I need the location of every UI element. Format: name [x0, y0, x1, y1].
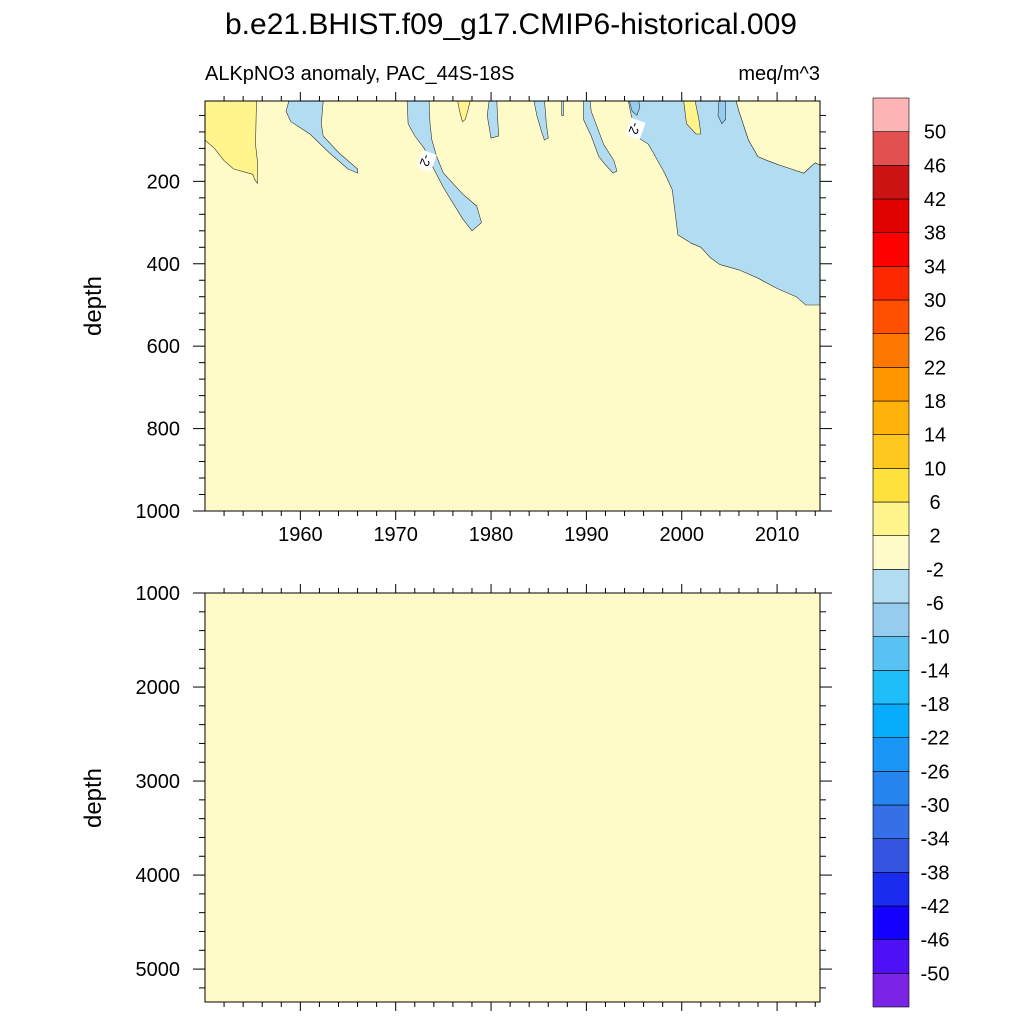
colorbar-label-2: -42 [921, 896, 950, 918]
colorbar-swatch-8 [872, 703, 910, 738]
colorbar-label-22: 38 [924, 223, 946, 245]
upper-y-tick-label-200: 200 [147, 171, 180, 193]
upper-y-tick-label-800: 800 [147, 419, 180, 441]
colorbar-label-8: -18 [921, 694, 950, 716]
upper-contour-region-4 [486, 101, 500, 139]
colorbar-label-16: 14 [924, 425, 946, 447]
colorbar-label-7: -22 [921, 728, 950, 750]
upper-x-tick-label-1960: 1960 [278, 524, 323, 546]
colorbar-swatch-19 [872, 333, 910, 368]
colorbar-label-13: 2 [929, 526, 940, 548]
colorbar-swatch-17 [872, 400, 910, 435]
colorbar-label-5: -30 [921, 795, 950, 817]
colorbar-swatch-26 [872, 97, 910, 132]
upper-contour-region-5 [533, 101, 549, 141]
colorbar-swatch-10 [872, 636, 910, 671]
colorbar-label-24: 46 [924, 155, 946, 177]
right-subtitle: meq/m^3 [738, 63, 820, 85]
lower-plot-frame [204, 592, 821, 1003]
colorbar-swatch-21 [872, 266, 910, 301]
upper-contour-region-0 [205, 101, 258, 185]
upper-y-tick-label-600: 600 [147, 336, 180, 358]
colorbar-label-9: -14 [921, 660, 950, 682]
colorbar-label-4: -34 [921, 829, 950, 851]
upper-plot-frame [204, 100, 821, 512]
colorbar-swatch-2 [872, 905, 910, 940]
upper-y-axis-label: depth [80, 276, 107, 336]
colorbar-label-18: 22 [924, 357, 946, 379]
upper-contour-region-6 [561, 101, 564, 116]
colorbar-swatch-3 [872, 872, 910, 907]
colorbar-swatch-0 [872, 973, 910, 1008]
colorbar-swatch-13 [872, 535, 910, 570]
upper-contour-region-11 [717, 101, 726, 125]
colorbar-label-17: 18 [924, 391, 946, 413]
colorbar-label-15: 10 [924, 458, 946, 480]
colorbar-swatch-14 [872, 501, 910, 536]
upper-panel: -2 -2 1960 1970 1980 1990 2000 2010 200 400 600 800… [136, 92, 832, 546]
colorbar-label-6: -26 [921, 761, 950, 783]
colorbar-swatch-22 [872, 232, 910, 267]
colorbar-swatch-25 [872, 131, 910, 166]
colorbar-label-1: -46 [921, 930, 950, 952]
colorbar-swatch-5 [872, 804, 910, 839]
upper-contour-region-12 [735, 101, 820, 174]
upper-contour-region-7 [583, 101, 618, 174]
svg-text:-2: -2 [626, 120, 644, 136]
colorbar-swatch-1 [872, 939, 910, 974]
upper-contour-label-1: -2 [625, 117, 646, 140]
colorbar-label-20: 30 [924, 290, 946, 312]
lower-field-background [205, 593, 820, 1002]
colorbar-swatch-4 [872, 838, 910, 873]
lower-panel: 1000 2000 3000 4000 5000 [136, 583, 832, 1011]
figure-title: b.e21.BHIST.f09_g17.CMIP6-historical.009 [225, 8, 797, 41]
colorbar-swatch-11 [872, 602, 910, 637]
colorbar-swatch-18 [872, 367, 910, 402]
colorbar-swatch-9 [872, 670, 910, 705]
colorbar-swatch-24 [872, 165, 910, 200]
colorbar-swatch-15 [872, 468, 910, 503]
upper-contour-region-1 [285, 101, 358, 174]
upper-contour-region-2 [406, 101, 482, 232]
lower-y-tick-label-2000: 2000 [136, 677, 181, 699]
svg-text:-2: -2 [417, 153, 435, 169]
upper-y-tick-label-1000: 1000 [136, 501, 181, 523]
colorbar-swatch-23 [872, 198, 910, 233]
upper-contour-region-3 [457, 101, 471, 123]
colorbar-label-3: -38 [921, 862, 950, 884]
colorbar-swatch-7 [872, 737, 910, 772]
colorbar-label-11: -6 [926, 593, 944, 615]
upper-contour-region-10 [628, 101, 641, 116]
colorbar-label-25: 50 [924, 122, 946, 144]
left-subtitle: ALKpNO3 anomaly, PAC_44S-18S [205, 63, 514, 85]
lower-y-tick-label-3000: 3000 [136, 771, 181, 793]
colorbar-label-23: 42 [924, 189, 946, 211]
upper-y-tick-label-400: 400 [147, 254, 180, 276]
upper-contour-label-0: -2 [416, 149, 437, 172]
upper-x-tick-label-1990: 1990 [564, 524, 609, 546]
lower-y-tick-label-1000: 1000 [136, 583, 181, 605]
lower-y-axis-label: depth [80, 768, 107, 828]
upper-contour-region-9 [683, 101, 702, 135]
upper-x-tick-label-1980: 1980 [469, 524, 514, 546]
colorbar-label-0: -50 [921, 963, 950, 985]
lower-y-tick-label-4000: 4000 [136, 865, 181, 887]
upper-x-tick-label-2010: 2010 [755, 524, 800, 546]
lower-y-tick-label-5000: 5000 [136, 959, 181, 981]
colorbar-swatch-6 [872, 771, 910, 806]
colorbar-label-19: 26 [924, 324, 946, 346]
colorbar: -50-46-42-38-34-30-26-22-18-14-10-6-2261… [872, 97, 950, 1008]
colorbar-label-21: 34 [924, 256, 946, 278]
colorbar-swatch-12 [872, 569, 910, 604]
upper-x-tick-label-2000: 2000 [659, 524, 704, 546]
upper-x-tick-label-1970: 1970 [373, 524, 418, 546]
colorbar-swatch-20 [872, 299, 910, 334]
colorbar-label-14: 6 [929, 492, 940, 514]
colorbar-label-10: -10 [921, 627, 950, 649]
colorbar-label-12: -2 [926, 559, 944, 581]
colorbar-swatch-16 [872, 434, 910, 469]
